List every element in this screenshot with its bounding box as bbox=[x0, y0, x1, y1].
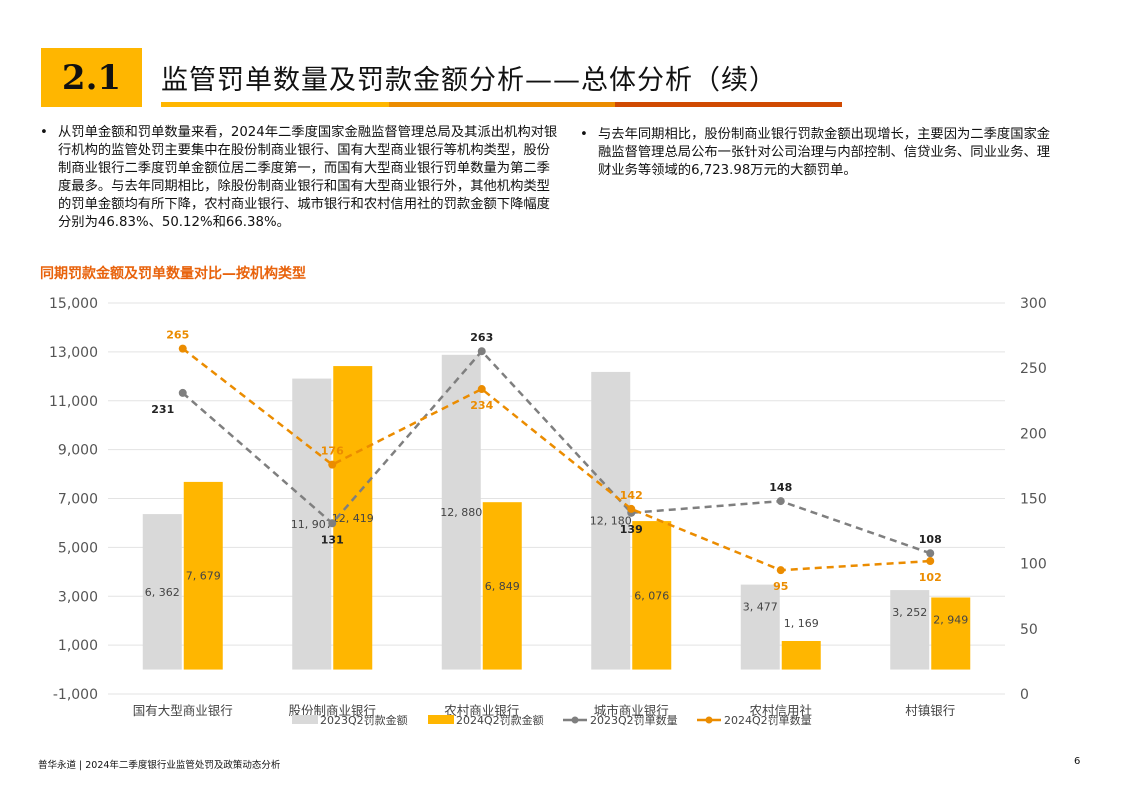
y-right-tick-label: 200 bbox=[1020, 426, 1047, 442]
line-point bbox=[178, 388, 187, 397]
bar-data-label: 11, 907 bbox=[291, 518, 333, 531]
y-right-tick-label: 100 bbox=[1020, 557, 1047, 573]
bullet-list-left: • 从罚单金额和罚单数量来看，2024年二季度国家金融监督管理总局及其派出机构对… bbox=[40, 124, 560, 232]
line-point bbox=[926, 549, 935, 558]
legend-label: 2023Q2罚款金额 bbox=[320, 713, 408, 727]
bar-2023q2 bbox=[292, 378, 332, 670]
bar-data-label: 2, 949 bbox=[933, 613, 968, 626]
line-data-label: 176 bbox=[321, 445, 344, 458]
line-data-label: 231 bbox=[151, 403, 174, 416]
line-point bbox=[776, 497, 785, 506]
line-data-label: 234 bbox=[470, 399, 493, 412]
bar-2024q2 bbox=[931, 597, 971, 670]
bullet-mark: • bbox=[580, 127, 588, 142]
legend-label: 2023Q2罚单数量 bbox=[590, 714, 678, 727]
bar-2023q2 bbox=[591, 371, 631, 670]
line-point bbox=[926, 557, 935, 566]
y-left-tick-label: 9,000 bbox=[58, 443, 98, 459]
legend-swatch bbox=[428, 715, 454, 724]
line-data-label: 95 bbox=[773, 580, 788, 593]
bullet-mark: • bbox=[40, 125, 48, 140]
line-point bbox=[178, 344, 187, 353]
x-category-label: 村镇银行 bbox=[905, 703, 955, 718]
page-title: 监管罚单数量及罚款金额分析——总体分析（续） bbox=[161, 65, 777, 96]
y-left-tick-label: 7,000 bbox=[58, 492, 98, 508]
bar-2023q2 bbox=[890, 590, 930, 670]
bar-data-label: 3, 252 bbox=[892, 606, 927, 619]
bar-2024q2 bbox=[333, 366, 373, 670]
y-left-tick-label: 3,000 bbox=[58, 589, 98, 605]
line-data-label: 108 bbox=[919, 533, 942, 546]
bar-data-label: 6, 849 bbox=[485, 580, 520, 593]
legend-marker bbox=[571, 716, 579, 724]
bar-2023q2 bbox=[142, 514, 182, 670]
bar-data-label: 6, 076 bbox=[634, 589, 669, 602]
bar-2024q2 bbox=[781, 640, 821, 670]
line-data-label: 148 bbox=[769, 481, 792, 494]
line-data-label: 265 bbox=[166, 329, 189, 342]
title-underline-yellow bbox=[161, 102, 389, 107]
y-left-tick-label: 15,000 bbox=[49, 296, 98, 312]
y-right-tick-label: 50 bbox=[1020, 622, 1038, 638]
chart-title: 同期罚款金额及罚单数量对比—按机构类型 bbox=[40, 266, 306, 282]
legend-label: 2024Q2罚单数量 bbox=[724, 714, 812, 727]
line-data-label: 142 bbox=[620, 489, 643, 502]
bullet-text-left: 从罚单金额和罚单数量来看，2024年二季度国家金融监督管理总局及其派出机构对银行… bbox=[58, 125, 558, 230]
bar-2023q2 bbox=[740, 584, 780, 670]
y-left-tick-label: 11,000 bbox=[49, 394, 98, 410]
y-left-tick-label: 13,000 bbox=[49, 345, 98, 361]
x-category-label: 农村信用社 bbox=[749, 703, 812, 718]
legend-swatch bbox=[292, 715, 318, 724]
bullet-text-right: 与去年同期相比，股份制商业银行罚款金额出现增长，主要因为二季度国家金融监督管理总… bbox=[598, 127, 1051, 178]
y-left-tick-label: -1,000 bbox=[53, 687, 98, 703]
title-underline-orange bbox=[389, 102, 615, 107]
legend-label: 2024Q2罚款金额 bbox=[456, 713, 544, 727]
x-category-label: 城市商业银行 bbox=[594, 703, 669, 718]
line-point bbox=[328, 460, 337, 469]
bar-2024q2 bbox=[482, 502, 522, 670]
x-category-label: 国有大型商业银行 bbox=[133, 703, 233, 718]
line-data-label: 139 bbox=[620, 523, 643, 536]
bar-data-label: 12, 880 bbox=[440, 506, 482, 519]
y-left-tick-label: 1,000 bbox=[58, 638, 98, 654]
y-left-tick-label: 5,000 bbox=[58, 540, 98, 556]
line-data-label: 102 bbox=[919, 571, 942, 584]
bar-data-label: 1, 169 bbox=[784, 617, 819, 630]
bar-2024q2 bbox=[632, 521, 672, 670]
x-category-label: 股份制商业银行 bbox=[288, 703, 376, 718]
legend-marker bbox=[705, 716, 713, 724]
bullet-list-right: • 与去年同期相比，股份制商业银行罚款金额出现增长，主要因为二季度国家金融监督管… bbox=[580, 126, 1060, 180]
line-data-label: 131 bbox=[321, 533, 344, 546]
bar-2024q2 bbox=[183, 481, 223, 670]
y-right-tick-label: 0 bbox=[1020, 687, 1029, 703]
bar-data-label: 3, 477 bbox=[743, 601, 778, 614]
line-point bbox=[328, 519, 337, 528]
line-data-label: 263 bbox=[470, 331, 493, 344]
footer-text: 普华永道 | 2024年二季度银行业监管处罚及政策动态分析 bbox=[38, 760, 281, 771]
bar-data-label: 12, 419 bbox=[332, 512, 374, 525]
line-2024q2 bbox=[181, 347, 931, 572]
bar-data-label: 12, 180 bbox=[590, 515, 632, 528]
section-number-box: 2.1 bbox=[41, 48, 142, 107]
line-point bbox=[477, 385, 486, 394]
x-category-label: 农村商业银行 bbox=[444, 703, 519, 718]
y-right-tick-label: 300 bbox=[1020, 296, 1047, 312]
section-number: 2.1 bbox=[61, 57, 122, 98]
y-right-tick-label: 150 bbox=[1020, 492, 1047, 508]
line-2023q2 bbox=[181, 349, 931, 555]
bar-data-label: 6, 362 bbox=[145, 586, 180, 599]
y-right-tick-label: 250 bbox=[1020, 361, 1047, 377]
combo-chart: -1,000 1,000 3,000 5,000 7,000 9,000 11,000 13,… bbox=[49, 296, 1047, 727]
title-underline-dark-orange bbox=[615, 102, 842, 107]
page-number: 6 bbox=[1074, 756, 1081, 767]
line-point bbox=[776, 566, 785, 575]
bar-data-label: 7, 679 bbox=[186, 570, 221, 583]
line-point bbox=[477, 347, 486, 356]
line-point bbox=[627, 504, 636, 513]
